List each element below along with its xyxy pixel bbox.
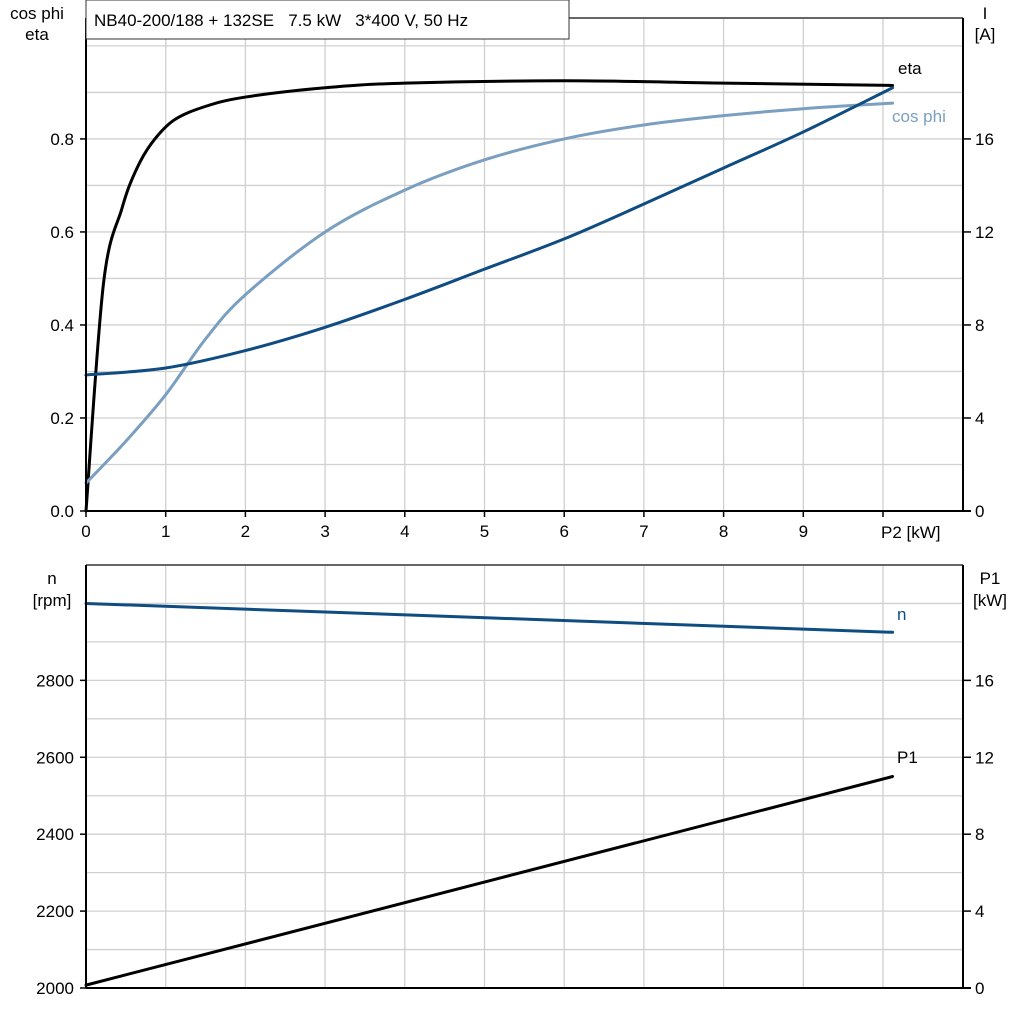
left-tick-label: 0.6 — [50, 223, 74, 242]
series-line-cos-phi — [84, 101, 895, 485]
x-tick-label: 1 — [161, 522, 170, 541]
x-tick-label: 0 — [81, 522, 90, 541]
bottom-grid — [86, 564, 963, 988]
bottom-right-ylabel-2: [kW] — [973, 591, 1007, 610]
bottom-left-ylabel-2: [rpm] — [33, 591, 72, 610]
chart-title: NB40-200/188 + 132SE 7.5 kW 3*400 V, 50 … — [94, 11, 468, 30]
x-tick-label: 8 — [719, 522, 728, 541]
x-tick-label: 4 — [400, 522, 409, 541]
p1-label: P1 — [897, 748, 918, 767]
series-line-P1 — [84, 775, 895, 987]
n-label: n — [897, 605, 906, 624]
right-tick-label: 12 — [975, 748, 994, 767]
series-lines — [84, 79, 895, 987]
right-tick-label: 4 — [975, 902, 984, 921]
series-line-eta — [84, 79, 895, 513]
top-grid — [86, 17, 963, 511]
right-tick-label: 16 — [975, 671, 994, 690]
x-tick-label: 5 — [480, 522, 489, 541]
series-line-current — [84, 86, 895, 377]
eta-label: eta — [898, 59, 922, 78]
cos-phi-label: cos phi — [892, 107, 946, 126]
right-tick-label: 0 — [975, 979, 984, 998]
top-right-ylabel-2: [A] — [975, 25, 996, 44]
right-tick-label: 16 — [975, 130, 994, 149]
bottom-right-ylabel-1: P1 — [980, 569, 1001, 588]
left-tick-label: 2000 — [36, 979, 74, 998]
x-tick-label: 3 — [320, 522, 329, 541]
x-tick-label: 2 — [241, 522, 250, 541]
top-right-ylabel-1: I — [983, 4, 988, 23]
bottom-left-ylabel-1: n — [47, 569, 56, 588]
x-tick-label: 9 — [799, 522, 808, 541]
x-axis-label: P2 [kW] — [881, 523, 941, 542]
left-tick-label: 2600 — [36, 748, 74, 767]
title-box — [85, 0, 570, 40]
left-tick-label: 0.2 — [50, 409, 74, 428]
top-left-ylabel-1: cos phi — [10, 4, 64, 23]
top-left-ylabel-2: eta — [25, 25, 49, 44]
left-tick-label: 2200 — [36, 902, 74, 921]
right-tick-label: 8 — [975, 825, 984, 844]
left-tick-label: 0.4 — [50, 316, 74, 335]
left-tick-label: 2400 — [36, 825, 74, 844]
right-tick-label: 8 — [975, 316, 984, 335]
right-tick-label: 0 — [975, 502, 984, 521]
left-tick-label: 0.8 — [50, 130, 74, 149]
x-tick-label: 6 — [559, 522, 568, 541]
x-tick-label: 7 — [639, 522, 648, 541]
right-tick-label: 12 — [975, 223, 994, 242]
right-tick-label: 4 — [975, 409, 984, 428]
series-line-n — [84, 601, 895, 634]
left-tick-label: 2800 — [36, 671, 74, 690]
left-tick-label: 0.0 — [50, 502, 74, 521]
